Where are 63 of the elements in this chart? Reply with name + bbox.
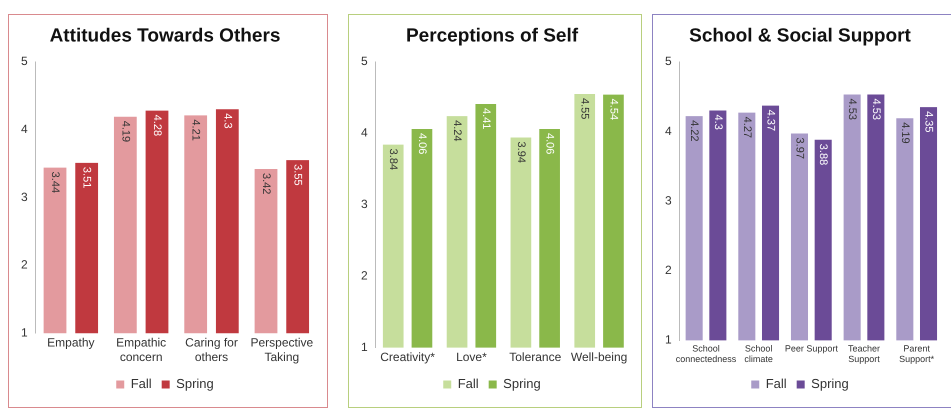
y-tick-label: 4 [664,124,672,138]
chart-title: Attitudes Towards Others [50,26,280,47]
x-tick-label: Tolerance [509,350,562,364]
x-tick-label: Well-being [570,350,628,364]
x-tick-label: Peer Support [784,343,838,354]
data-label: 4.06 [544,132,556,154]
y-tick-label: 4 [360,126,368,140]
data-label: 4.37 [764,110,776,132]
data-label: 4.24 [451,120,464,142]
data-label: 4.28 [150,114,163,136]
x-tick-label: Creativity* [380,350,436,364]
data-label: 4.19 [898,122,911,144]
data-label: 4.41 [480,108,492,130]
x-tick-label: Parent Support* [899,343,935,364]
x-tick-label: Empathic concern [116,336,166,364]
data-label: 4.3 [712,114,724,130]
x-tick-label: School climate [744,343,773,364]
data-label: 4.22 [688,120,700,142]
y-tick-label: 3 [664,193,672,208]
chart-title: Perceptions of Self [406,26,579,47]
y-tick-label: 1 [360,340,368,354]
data-label: 4.3 [221,113,234,129]
data-label: 3.94 [514,142,527,163]
data-label: 4.54 [607,98,620,120]
data-label: 4.27 [740,116,753,138]
y-tick-label: 5 [360,54,368,68]
y-tick-label: 1 [20,326,28,340]
y-tick-label: 2 [20,258,28,272]
legend-label: Spring [811,376,849,392]
data-label: 3.84 [387,148,400,170]
x-tick-label: Teacher Support [848,343,880,364]
data-label: 3.88 [817,144,830,166]
y-tick-label: 4 [20,122,28,136]
data-label: 3.42 [260,173,272,194]
data-label: 3.55 [292,164,304,186]
legend-label: Fall [458,376,479,392]
chart-title: School & Social Support [689,26,912,47]
y-tick-label: 3 [20,190,28,204]
data-label: 4.53 [870,98,882,120]
legend-label: Fall [766,376,787,392]
y-tick-label: 2 [664,263,672,278]
data-label: 3.97 [793,138,806,159]
data-label: 3.51 [80,166,93,188]
legend-label: Spring [176,376,214,392]
y-tick-label: 2 [360,268,368,282]
x-tick-label: Perspective Taking [250,336,314,364]
data-label: 3.44 [48,172,61,194]
data-label: 4.35 [922,111,934,132]
legend-label: Fall [130,376,152,392]
data-label: 4.06 [416,132,428,154]
x-tick-label: Empathy [47,336,95,350]
legend-label: Spring [503,376,541,392]
y-tick-label: 5 [664,54,672,68]
data-label: 4.19 [119,120,132,142]
data-label: 4.53 [846,98,858,120]
y-tick-label: 3 [360,197,368,212]
x-tick-label: Caring for others [185,336,238,364]
data-label: 4.21 [190,119,202,141]
x-tick-label: School connectedness [676,343,737,364]
data-label: 4.55 [578,98,591,120]
x-tick-label: Love* [456,350,488,364]
y-tick-label: 5 [20,54,28,68]
y-tick-label: 1 [664,332,672,347]
